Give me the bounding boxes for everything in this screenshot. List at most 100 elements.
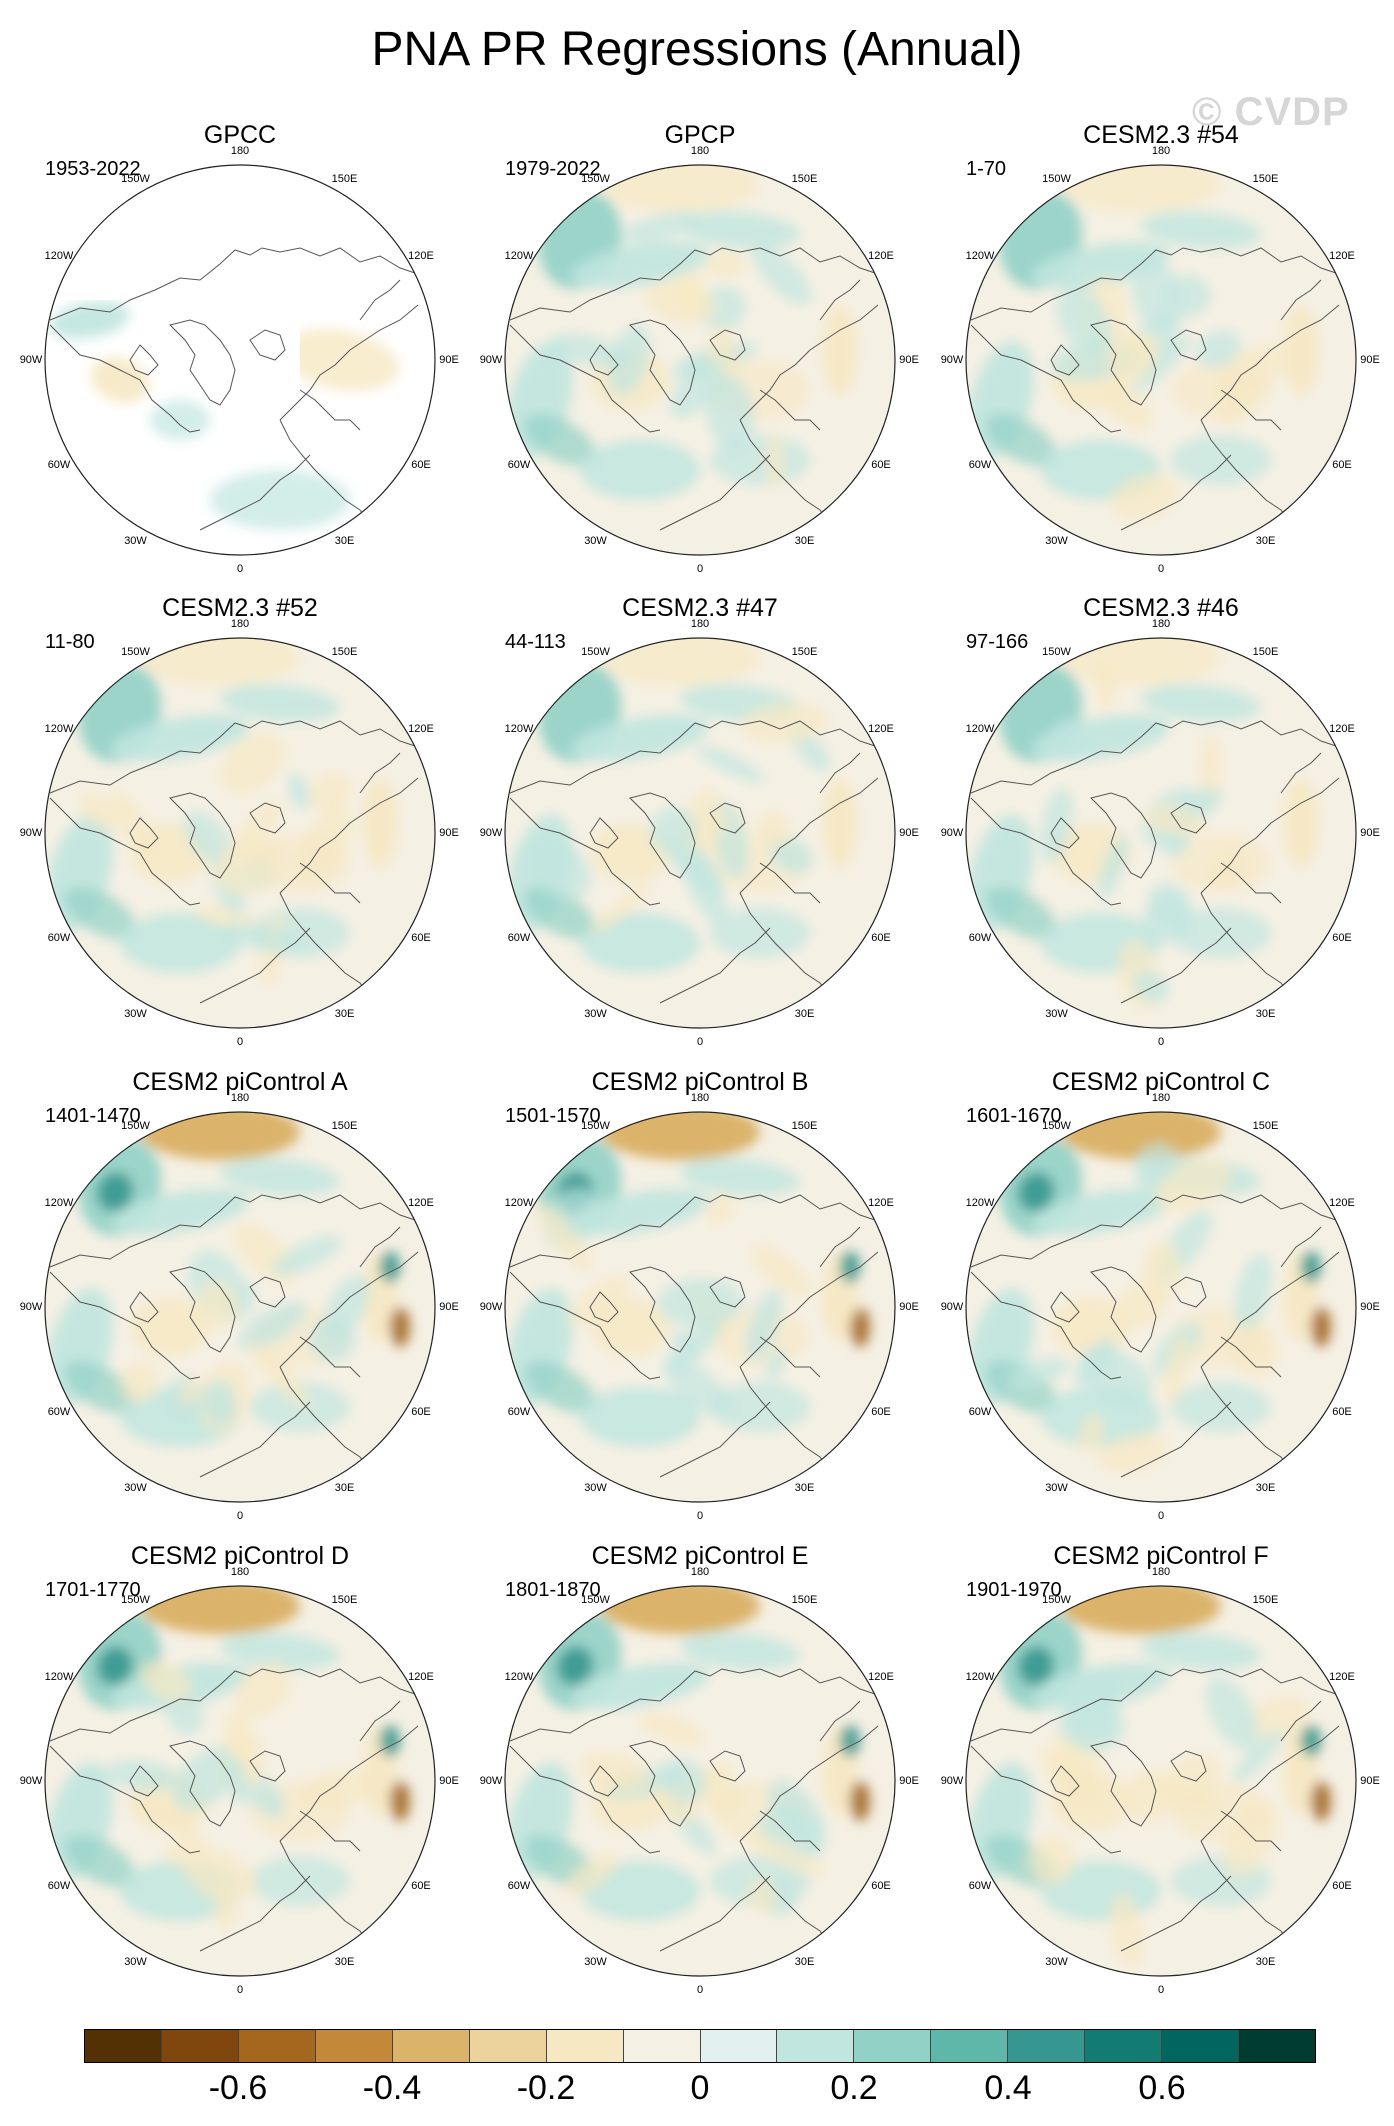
longitude-label: 150W: [1042, 1594, 1071, 1606]
longitude-label: 180: [1151, 145, 1171, 157]
colorbar-swatch: [1162, 2030, 1240, 2062]
longitude-label: 60W: [507, 458, 531, 471]
longitude-label: 90W: [19, 354, 43, 366]
longitude-label: 90E: [899, 1301, 919, 1313]
longitude-label: 0: [1157, 1984, 1165, 1996]
colorbar-swatch: [85, 2030, 162, 2062]
longitude-label: 150W: [1042, 1120, 1071, 1132]
longitude-label: 30E: [794, 534, 815, 547]
colorbar-swatch: [777, 2030, 855, 2062]
colorbar-tick-label: 0.6: [1138, 2069, 1186, 2107]
panel-title: CESM2 piControl C: [1051, 1068, 1271, 1096]
longitude-label: 150W: [581, 1594, 610, 1606]
panel-title: CESM2.3 #46: [1083, 594, 1239, 622]
longitude-label: 60W: [968, 1879, 992, 1892]
longitude-label: 150E: [331, 646, 358, 658]
longitude-label: 60E: [1332, 458, 1352, 471]
longitude-label: 0: [696, 1984, 704, 1996]
panel-title: CESM2.3 #47: [622, 594, 778, 622]
longitude-label: 120E: [868, 1670, 894, 1683]
colorbar: [84, 2029, 1316, 2063]
longitude-label: 180: [230, 145, 250, 157]
colorbar-tick-label: -0.6: [208, 2069, 268, 2107]
colorbar-tick-label: 0: [690, 2069, 710, 2107]
longitude-label: 30E: [334, 1007, 355, 1020]
panel-period: 1901-1970: [966, 1579, 1062, 1601]
colorbar-swatch: [931, 2030, 1009, 2062]
longitude-label: 150W: [581, 646, 610, 658]
longitude-label: 0: [1157, 563, 1165, 575]
panel-period: 11-80: [45, 631, 95, 653]
longitude-label: 120W: [965, 1670, 995, 1683]
longitude-label: 120E: [868, 249, 894, 262]
polar-map: [44, 637, 436, 1029]
longitude-label: 150E: [1252, 1594, 1279, 1606]
panel-period: 1953-2022: [45, 158, 141, 180]
longitude-label: 0: [236, 1510, 244, 1522]
polar-map: [504, 164, 896, 556]
longitude-label: 30E: [794, 1007, 815, 1020]
longitude-label: 90W: [19, 1775, 43, 1787]
longitude-label: 60W: [47, 1405, 71, 1418]
longitude-label: 30E: [794, 1481, 815, 1494]
figure-title: PNA PR Regressions (Annual): [371, 23, 1023, 76]
colorbar-tick-label: 0.4: [984, 2069, 1032, 2107]
longitude-label: 120E: [1329, 1196, 1355, 1209]
longitude-label: 90W: [940, 1301, 964, 1313]
longitude-label: 90W: [940, 354, 964, 366]
longitude-label: 120W: [504, 1670, 534, 1683]
longitude-label: 150W: [1042, 646, 1071, 658]
longitude-label: 60E: [1332, 1879, 1352, 1892]
longitude-label: 60E: [871, 1879, 891, 1892]
longitude-label: 60W: [47, 1879, 71, 1892]
longitude-label: 30E: [1255, 534, 1276, 547]
longitude-label: 30W: [1045, 1481, 1068, 1494]
longitude-label: 150E: [331, 173, 358, 185]
longitude-label: 30W: [584, 1007, 607, 1020]
longitude-label: 30E: [1255, 1007, 1276, 1020]
colorbar-tick-label: 0.2: [830, 2069, 878, 2107]
colorbar-swatch: [469, 2030, 547, 2062]
colorbar-swatch: [854, 2030, 932, 2062]
longitude-label: 120E: [408, 1670, 434, 1683]
longitude-label: 120E: [868, 1196, 894, 1209]
longitude-label: 30E: [1255, 1481, 1276, 1494]
longitude-label: 120E: [408, 249, 434, 262]
longitude-label: 180: [230, 618, 250, 630]
colorbar-swatch: [1239, 2030, 1315, 2062]
longitude-label: 90W: [479, 354, 503, 366]
longitude-label: 120W: [965, 1196, 995, 1209]
colorbar-swatch: [315, 2030, 393, 2062]
longitude-label: 150W: [121, 173, 150, 185]
longitude-label: 180: [690, 145, 710, 157]
longitude-label: 150E: [791, 1594, 818, 1606]
longitude-label: 180: [1151, 1092, 1171, 1104]
longitude-label: 90W: [479, 1775, 503, 1787]
longitude-label: 90W: [479, 1301, 503, 1313]
longitude-label: 90W: [479, 827, 503, 839]
polar-map: [44, 164, 436, 556]
longitude-label: 150E: [1252, 646, 1279, 658]
longitude-label: 180: [1151, 1566, 1171, 1578]
longitude-label: 120W: [44, 722, 74, 735]
panel-title: CESM2.3 #54: [1083, 121, 1239, 149]
longitude-label: 60W: [507, 1879, 531, 1892]
longitude-label: 30W: [1045, 534, 1068, 547]
longitude-label: 60W: [507, 931, 531, 944]
longitude-label: 30E: [1255, 1955, 1276, 1968]
longitude-label: 90E: [1360, 827, 1380, 839]
panel-period: 1401-1470: [45, 1105, 141, 1127]
longitude-label: 0: [696, 563, 704, 575]
colorbar-swatch: [700, 2030, 778, 2062]
longitude-label: 30W: [1045, 1007, 1068, 1020]
cvdp-watermark: © CVDP: [1192, 90, 1350, 134]
longitude-label: 120W: [965, 722, 995, 735]
longitude-label: 0: [236, 1984, 244, 1996]
longitude-label: 90E: [899, 354, 919, 366]
colorbar-swatch: [623, 2030, 701, 2062]
longitude-label: 180: [1151, 618, 1171, 630]
colorbar-swatch: [1008, 2030, 1086, 2062]
panel-period: 1601-1670: [966, 1105, 1062, 1127]
panel-period: 1979-2022: [505, 158, 601, 180]
longitude-label: 120E: [868, 722, 894, 735]
